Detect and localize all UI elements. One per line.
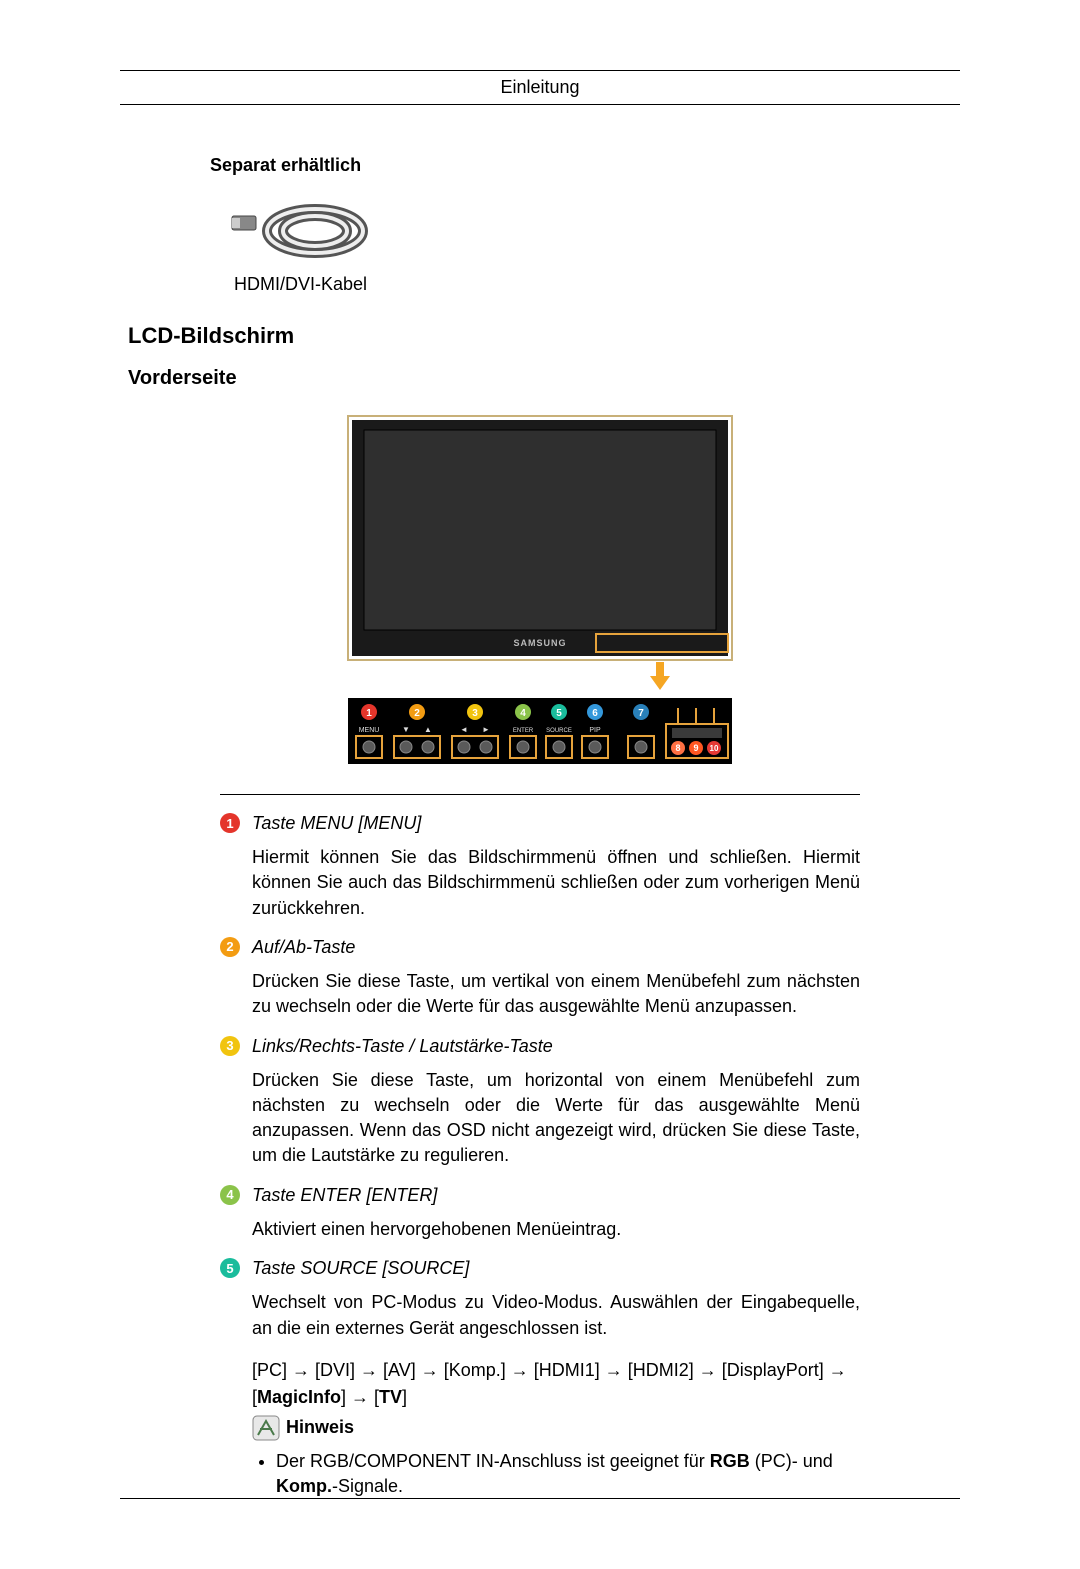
- item-2-body: Drücken Sie diese Taste, um vertikal von…: [210, 963, 870, 1029]
- svg-text:7: 7: [638, 708, 644, 719]
- item-1-head: 1 Taste MENU [MENU]: [210, 807, 870, 839]
- sp-suf: ]: [402, 1387, 407, 1407]
- badge-4: 4: [220, 1185, 240, 1205]
- svg-text:2: 2: [414, 708, 420, 719]
- source-path: [PC] → [DVI] → [AV] → [Komp.] → [HDMI1] …: [210, 1351, 870, 1413]
- item-4-body: Aktiviert einen hervorgehobenen Menüeint…: [210, 1211, 870, 1252]
- svg-text:▼: ▼: [402, 725, 410, 734]
- badge-1: 1: [220, 813, 240, 833]
- svg-text:ENTER: ENTER: [513, 728, 534, 734]
- page: Einleitung Separat erhältlich HDMI/DVI-K…: [0, 0, 1080, 1569]
- svg-text:◄: ◄: [460, 725, 468, 734]
- separat-title: Separat erhältlich: [210, 155, 870, 176]
- svg-text:►: ►: [482, 725, 490, 734]
- note-row: Hinweis: [210, 1413, 870, 1449]
- item-4-title: Taste ENTER [ENTER]: [252, 1183, 437, 1207]
- svg-text:▲: ▲: [424, 725, 432, 734]
- item-2-title: Auf/Ab-Taste: [252, 935, 355, 959]
- item-1-body: Hiermit können Sie das Bildschirmmenü öf…: [210, 839, 870, 931]
- cable-label: HDMI/DVI-Kabel: [234, 274, 870, 295]
- svg-text:1: 1: [366, 708, 372, 719]
- monitor-figure: SAMSUNG MENU 1 ▼ ▲ 2: [210, 408, 870, 768]
- item-3-head: 3 Links/Rechts-Taste / Lautstärke-Taste: [210, 1030, 870, 1062]
- svg-text:MENU: MENU: [359, 727, 380, 734]
- sp-b1: MagicInfo: [257, 1387, 341, 1407]
- hdmi-cable-icon: [230, 196, 400, 266]
- note-icon: [252, 1415, 280, 1441]
- bottom-rule: [120, 1498, 960, 1499]
- section-front: Vorderseite: [128, 367, 870, 390]
- top-rule: [120, 70, 960, 71]
- b-b1: RGB: [710, 1451, 750, 1471]
- badge-2: 2: [220, 937, 240, 957]
- monitor-svg: SAMSUNG MENU 1 ▼ ▲ 2: [340, 408, 740, 768]
- badge-3: 3: [220, 1036, 240, 1056]
- item-2-head: 2 Auf/Ab-Taste: [210, 931, 870, 963]
- section-lcd: LCD-Bildschirm: [128, 323, 870, 349]
- badge-5: 5: [220, 1258, 240, 1278]
- svg-text:PIP: PIP: [589, 727, 601, 734]
- note-bullets: Der RGB/COMPONENT IN-Anschluss ist geeig…: [210, 1449, 870, 1499]
- sp-b2: TV: [379, 1387, 402, 1407]
- note-label: Hinweis: [286, 1417, 354, 1438]
- item-rule: [210, 794, 870, 807]
- svg-text:5: 5: [556, 708, 562, 719]
- header-rule: [120, 104, 960, 105]
- b-pre: Der RGB/COMPONENT IN-Anschluss ist geeig…: [276, 1451, 710, 1471]
- svg-text:8: 8: [675, 743, 680, 753]
- cable-figure: HDMI/DVI-Kabel: [210, 196, 870, 295]
- svg-text:4: 4: [520, 708, 526, 719]
- b-mid: (PC)- und: [750, 1451, 833, 1471]
- item-5-head: 5 Taste SOURCE [SOURCE]: [210, 1252, 870, 1284]
- svg-text:9: 9: [693, 743, 698, 753]
- note-bullet-1: Der RGB/COMPONENT IN-Anschluss ist geeig…: [276, 1449, 860, 1499]
- svg-text:10: 10: [710, 744, 719, 753]
- item-3-title: Links/Rechts-Taste / Lautstärke-Taste: [252, 1034, 553, 1058]
- b-b2: Komp.: [276, 1476, 332, 1496]
- svg-text:SOURCE: SOURCE: [546, 728, 572, 734]
- svg-text:3: 3: [472, 708, 478, 719]
- b-post: -Signale.: [332, 1476, 403, 1496]
- item-5-title: Taste SOURCE [SOURCE]: [252, 1256, 469, 1280]
- svg-text:6: 6: [592, 708, 598, 719]
- item-3-body: Drücken Sie diese Taste, um horizontal v…: [210, 1062, 870, 1179]
- item-5-body: Wechselt von PC-Modus zu Video-Modus. Au…: [210, 1284, 870, 1350]
- page-header: Einleitung: [120, 77, 960, 98]
- item-1-title: Taste MENU [MENU]: [252, 811, 421, 835]
- sp-mid: ] → [: [341, 1387, 379, 1407]
- brand-text: SAMSUNG: [513, 638, 566, 648]
- item-4-head: 4 Taste ENTER [ENTER]: [210, 1179, 870, 1211]
- content: Separat erhältlich HDMI/DVI-Kabel LCD-Bi…: [120, 155, 960, 1499]
